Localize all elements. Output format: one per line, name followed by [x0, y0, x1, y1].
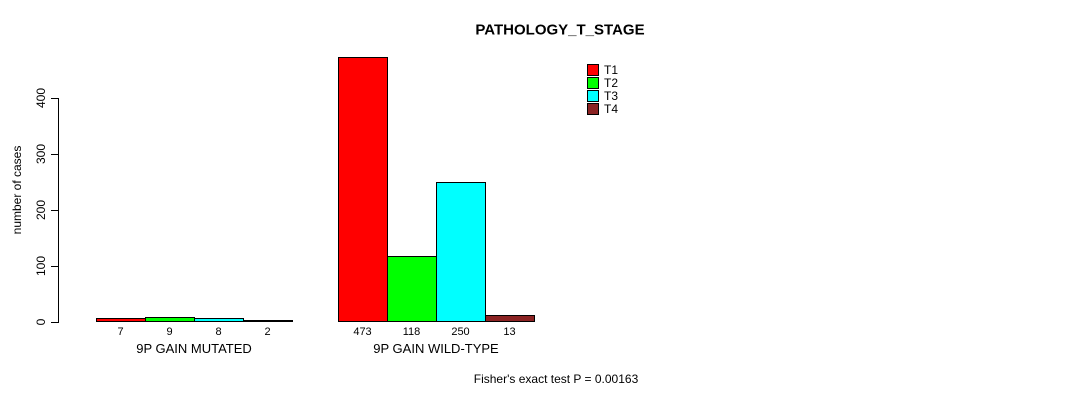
bar-t2-group2: [387, 256, 437, 322]
chart-title: PATHOLOGY_T_STAGE: [475, 21, 645, 39]
category-label: 9P GAIN MUTATED: [136, 341, 252, 356]
bar-t1-group1: [96, 318, 146, 322]
y-axis-tick-label: 0: [34, 318, 48, 326]
y-axis-tick: [51, 210, 58, 211]
y-axis-tick: [51, 266, 58, 267]
bar-value-label: 2: [264, 326, 271, 338]
y-axis-tick-label: 400: [34, 87, 48, 109]
legend-swatch-t4: [587, 103, 599, 115]
bar-value-label: 9: [166, 326, 173, 338]
legend-swatch-t3: [587, 90, 599, 102]
fisher-test-annotation: Fisher's exact test P = 0.00163: [473, 372, 639, 386]
bar-value-label: 7: [117, 326, 124, 338]
bar-t1-group2: [338, 57, 388, 322]
bar-t2-group1: [145, 317, 195, 322]
y-axis-tick: [51, 154, 58, 155]
bar-t4-group2: [485, 315, 535, 322]
legend-swatch-t1: [587, 64, 599, 76]
bar-value-label: 473: [353, 326, 372, 338]
category-label: 9P GAIN WILD-TYPE: [373, 341, 499, 356]
legend-label-t3: T3: [604, 89, 619, 103]
bar-value-label: 250: [451, 326, 470, 338]
bar-value-label: 8: [215, 326, 222, 338]
legend-label-t2: T2: [604, 76, 619, 90]
bar-value-label: 118: [402, 326, 421, 338]
y-axis-tick: [51, 322, 58, 323]
bar-t4-group1: [243, 320, 293, 322]
legend-label-t1: T1: [604, 63, 619, 77]
bar-t3-group2: [436, 182, 486, 322]
y-axis-tick-label: 100: [34, 255, 48, 277]
bar-t3-group1: [194, 318, 244, 322]
bar-value-label: 13: [503, 326, 516, 338]
y-axis-tick: [51, 98, 58, 99]
legend-swatch-t2: [587, 77, 599, 89]
y-axis-tick-label: 300: [34, 143, 48, 165]
y-axis-tick-label: 200: [34, 199, 48, 221]
y-axis-label: number of cases: [10, 145, 24, 235]
legend-label-t4: T4: [604, 102, 619, 116]
y-axis-line: [58, 98, 59, 323]
